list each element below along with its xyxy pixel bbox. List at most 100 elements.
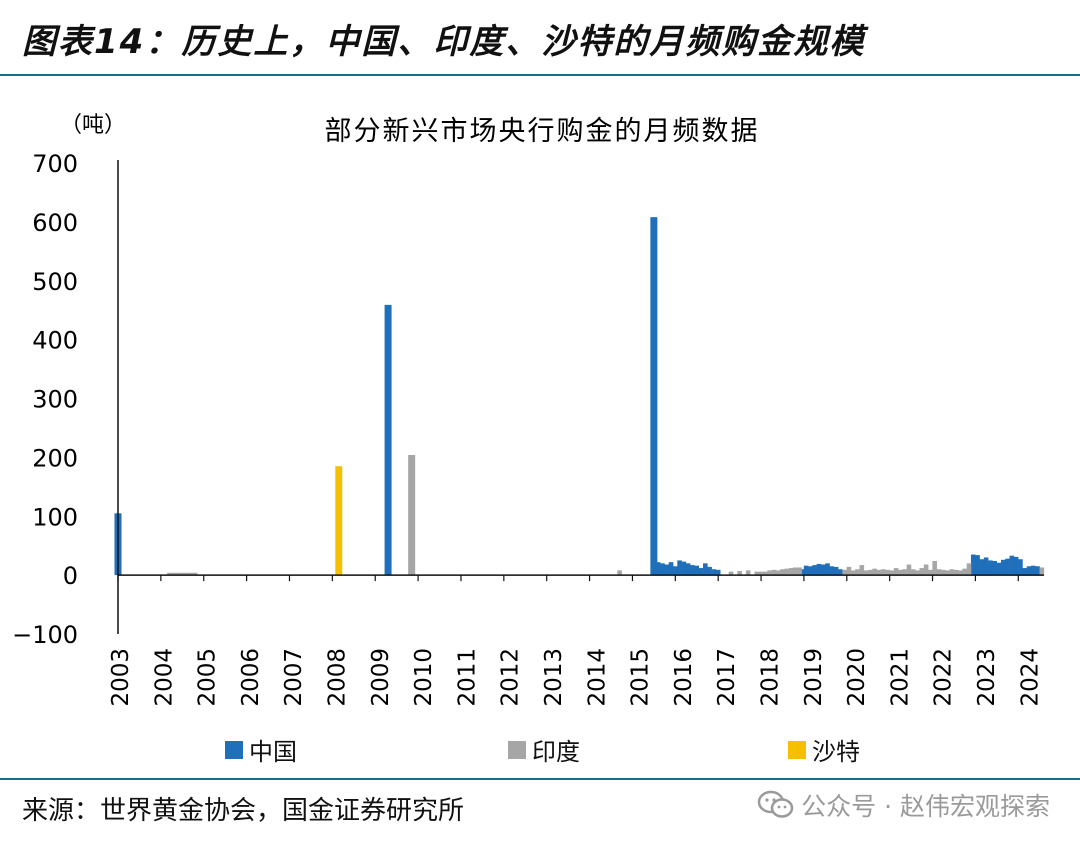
bar-india — [788, 568, 794, 576]
bar-china — [833, 566, 839, 576]
bar-china — [1035, 566, 1040, 576]
bar-india — [940, 569, 946, 576]
legend: 中国 印度 沙特 — [0, 732, 1080, 766]
y-tick-label: 600 — [32, 209, 78, 237]
x-tick-label: 2024 — [1017, 648, 1043, 707]
x-tick-label: 2006 — [238, 648, 264, 707]
bar-india — [902, 569, 907, 576]
bar-china — [698, 568, 704, 576]
bar-india — [192, 572, 198, 576]
y-tick-label: 100 — [32, 503, 78, 531]
bar-india — [889, 570, 895, 576]
watermark-text: 公众号 · 赵伟宏观探索 — [801, 792, 1050, 821]
x-tick-label: 2008 — [325, 648, 351, 707]
bar-india — [771, 569, 777, 576]
y-tick-label: −100 — [12, 621, 78, 649]
bar-china — [685, 563, 691, 576]
bar-india — [915, 570, 920, 576]
wechat-icon — [757, 790, 794, 818]
bar-china — [673, 566, 678, 576]
bar-china — [694, 565, 700, 576]
bar-china — [825, 563, 830, 576]
watermark: 公众号 · 赵伟宏观探索 — [757, 787, 1050, 823]
bar-india — [408, 455, 416, 576]
bar-china — [838, 569, 843, 576]
bar-india — [885, 569, 890, 576]
legend-item-india: 印度 — [508, 732, 580, 767]
bar-india — [880, 569, 886, 576]
bar-china — [803, 565, 809, 576]
bar-india — [775, 570, 781, 576]
top-rule — [0, 74, 1080, 76]
x-tick-label: 2014 — [584, 648, 610, 707]
bar-china — [707, 566, 712, 576]
x-tick-label: 2021 — [887, 648, 913, 707]
bar-india — [184, 572, 189, 576]
x-tick-label: 2013 — [541, 648, 567, 707]
bar-india — [188, 572, 194, 576]
bar-india — [872, 568, 877, 576]
bar-india — [846, 566, 852, 576]
bar-india — [919, 568, 925, 576]
x-tick-label: 2005 — [195, 648, 221, 707]
source-note: 来源：世界黄金协会，国金证券研究所 — [22, 796, 465, 826]
x-tick-label: 2009 — [368, 648, 394, 707]
bar-india — [923, 564, 929, 576]
legend-swatch-india — [508, 740, 526, 759]
bar-china — [975, 555, 980, 576]
bar-india — [953, 569, 959, 576]
bar-india — [863, 570, 869, 576]
bar-china — [660, 563, 665, 576]
bar-india — [617, 570, 622, 576]
bar-china — [996, 562, 1002, 576]
bar-china — [829, 566, 835, 576]
bar-china — [820, 564, 826, 576]
bar-india — [949, 569, 955, 576]
bar-india — [754, 571, 760, 576]
x-tick-label: 2003 — [108, 648, 134, 707]
bar-india — [906, 564, 912, 576]
bar-saudi — [335, 466, 343, 576]
gold-purchase-chart: 部分新兴市场央行购金的月频数据 （吨） 700 600 500 400 300 200 10… — [12, 113, 1045, 707]
x-tick-label: 2019 — [801, 648, 827, 707]
y-axis-unit-label: （吨） — [60, 113, 126, 138]
legend-label-saudi: 沙特 — [812, 738, 860, 766]
bar-india — [793, 567, 798, 576]
legend-item-china: 中国 — [225, 732, 297, 767]
x-axis-ticks: 2003 2004 2005 2006 2007 2008 2009 2010 2011 2012… — [108, 575, 1043, 707]
x-tick-label: 2010 — [411, 648, 437, 707]
x-tick-label: 2017 — [714, 648, 740, 707]
bar-india — [780, 569, 785, 576]
bar-china — [681, 561, 687, 576]
x-tick-label: 2022 — [931, 648, 957, 707]
x-tick-label: 2015 — [628, 648, 654, 707]
bar-china — [1009, 555, 1015, 576]
bar-china — [664, 564, 670, 576]
bar-india — [936, 569, 942, 576]
bar-india — [893, 568, 899, 576]
bar-china — [992, 561, 997, 576]
bar-india — [167, 572, 172, 576]
bar-india — [868, 569, 873, 576]
y-tick-label: 400 — [32, 327, 78, 355]
legend-label-india: 印度 — [532, 738, 580, 766]
bar-india — [784, 568, 790, 576]
bar-china — [668, 562, 674, 576]
bar-india — [859, 565, 865, 576]
bar-india — [850, 570, 856, 576]
bar-china — [812, 565, 817, 576]
bar-china — [1000, 559, 1006, 576]
bar-india — [928, 569, 933, 576]
legend-swatch-saudi — [788, 740, 806, 759]
chart-title: 部分新兴市场央行购金的月频数据 — [325, 116, 760, 147]
bar-china — [711, 569, 717, 576]
bar-india — [737, 571, 742, 576]
x-tick-label: 2007 — [281, 648, 307, 707]
y-axis-ticks: 700 600 500 400 300 200 100 0 −100 — [12, 150, 78, 649]
bar-china — [703, 563, 708, 576]
x-tick-label: 2020 — [844, 648, 870, 707]
bar-india — [1039, 567, 1045, 576]
bar-india — [728, 571, 734, 576]
bar-china — [983, 557, 989, 576]
bar-china — [1013, 556, 1019, 576]
